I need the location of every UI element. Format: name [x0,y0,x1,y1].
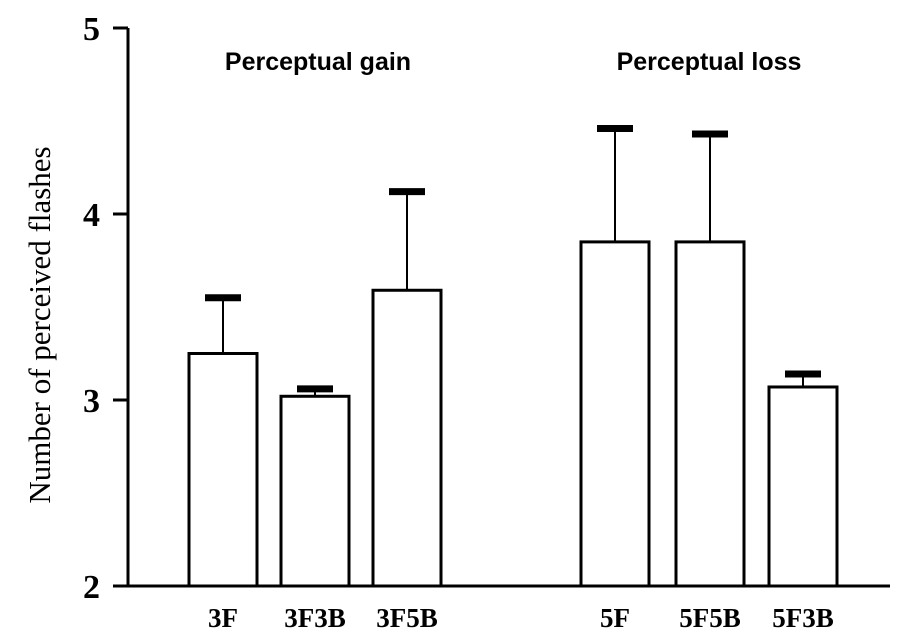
bars [187,124,839,588]
bar-3F5B [371,288,443,588]
category-label-3F: 3F [208,603,238,633]
group-title-1: Perceptual gain [225,48,411,76]
bar-3F3B [279,394,351,588]
category-label-5F: 5F [600,603,630,633]
bar-3F [187,352,259,588]
bar-5F5B [674,240,746,588]
category-label-5F5B: 5F5B [679,603,741,633]
y-tick-label: 4 [83,197,100,234]
y-tick-label: 2 [83,569,100,606]
category-label-3F5B: 3F5B [376,603,438,633]
category-label-3F3B: 3F3B [284,603,346,633]
bar-5F3B [767,385,839,588]
category-label-5F3B: 5F3B [772,603,834,633]
y-tick-label: 5 [83,11,100,48]
bar-5F [579,240,651,588]
group-title-2: Perceptual loss [617,48,802,76]
y-axis-label: Number of perceived flashes [22,146,57,503]
y-tick-label: 3 [83,383,100,420]
